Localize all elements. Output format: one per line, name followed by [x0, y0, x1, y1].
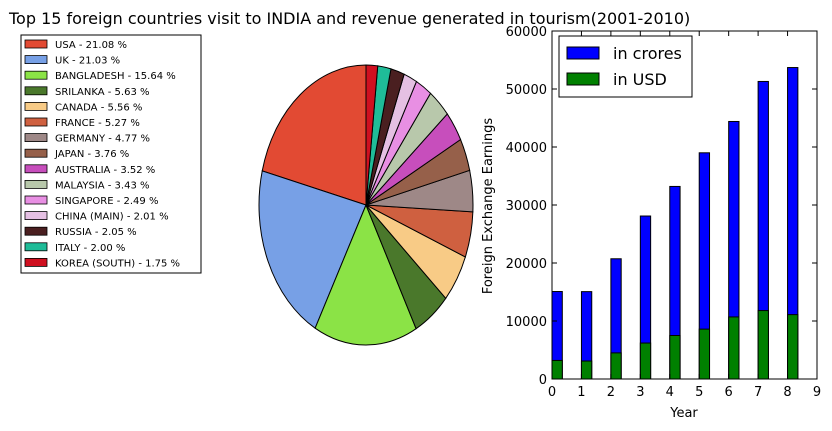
legend-label: MALAYSIA - 3.43 %	[55, 180, 150, 191]
legend-swatch	[24, 195, 48, 205]
bar-usd	[757, 310, 769, 380]
legend-label: AUSTRALIA - 3.52 %	[55, 165, 155, 176]
bar-usd	[698, 328, 711, 380]
legend-label: SRILANKA - 5.63 %	[55, 87, 150, 98]
legend-label-crores: in crores	[613, 44, 682, 63]
bar-legend-box	[558, 35, 693, 98]
pie-slice	[314, 203, 417, 346]
x-axis-label: Year	[669, 406, 698, 421]
legend-swatch	[24, 86, 48, 96]
figure-title: Top 15 foreign countries visit to INDIA …	[8, 9, 690, 28]
x-tick-label: 1	[577, 385, 585, 400]
y-tick-label: 20000	[506, 257, 547, 272]
x-tick-label: 6	[725, 385, 733, 400]
x-tick-label: 7	[754, 385, 762, 400]
bar-legend: in crores in USD	[558, 35, 693, 98]
legend-label: CANADA - 5.56 %	[55, 102, 142, 113]
pie-chart	[258, 64, 474, 346]
x-tick-label: 2	[607, 385, 615, 400]
legend-swatch	[24, 148, 48, 158]
x-tick-label: 9	[813, 385, 821, 400]
legend-swatch	[24, 70, 48, 80]
legend-swatch	[24, 55, 48, 64]
bar-chart: 0 1 2 3 4 5 6 7 8 9 0 10000 20000 30000 40000 50000 6000…	[481, 25, 821, 421]
legend-swatch	[24, 39, 48, 49]
bar-usd	[669, 335, 681, 380]
y-tick-label: 60000	[506, 25, 547, 40]
legend-label: KOREA (SOUTH) - 1.75 %	[55, 258, 180, 269]
y-tick-label: 40000	[506, 141, 547, 156]
legend-swatch	[24, 133, 48, 143]
legend-swatch	[24, 164, 48, 174]
y-axis-label: Foreign Exchange Earnings	[481, 118, 496, 295]
bar-usd	[639, 342, 652, 380]
pie-legend-box	[20, 34, 202, 274]
bar-usd	[728, 316, 740, 380]
legend-label: CHINA (MAIN) - 2.01 %	[55, 212, 169, 223]
legend-label: RUSSIA - 2.05 %	[55, 227, 137, 238]
x-tick-label: 5	[695, 385, 703, 400]
legend-label: SINGAPORE - 2.49 %	[55, 196, 158, 207]
legend-swatch	[24, 211, 48, 221]
legend-label: JAPAN - 3.76 %	[54, 149, 129, 160]
legend-label-usd: in USD	[613, 70, 667, 89]
y-tick-label: 10000	[506, 315, 547, 330]
legend-swatch-crores	[566, 46, 600, 60]
x-tick-label: 3	[636, 385, 644, 400]
bar-usd	[610, 352, 622, 380]
y-tick-label: 50000	[506, 83, 547, 98]
pie-slice	[258, 170, 367, 329]
legend-swatch	[24, 242, 48, 252]
legend-label: GERMANY - 4.77 %	[55, 134, 150, 145]
legend-label: ITALY - 2.00 %	[55, 243, 125, 254]
legend-swatch	[24, 117, 48, 127]
pie-slice	[261, 64, 367, 206]
x-tick-label: 8	[783, 385, 791, 400]
y-tick-label: 0	[539, 373, 547, 388]
legend-swatch	[24, 179, 48, 189]
legend-label: USA - 21.08 %	[55, 40, 127, 51]
legend-swatch	[24, 226, 48, 236]
bar-usd	[787, 314, 799, 380]
x-tick-label: 4	[666, 385, 674, 400]
bar-usd	[551, 359, 563, 380]
legend-swatch-usd	[566, 72, 600, 86]
pie-legend: USA - 21.08 % UK - 21.03 % BANGLADESH - 15…	[20, 34, 202, 274]
legend-label: FRANCE - 5.27 %	[55, 118, 140, 129]
bar-usd	[580, 360, 593, 380]
x-tick-label: 0	[548, 385, 556, 400]
legend-swatch	[24, 257, 48, 267]
legend-swatch	[24, 102, 48, 111]
legend-label: UK - 21.03 %	[55, 56, 120, 67]
pie-slice	[365, 64, 379, 206]
legend-label: BANGLADESH - 15.64 %	[55, 71, 176, 82]
y-tick-label: 30000	[506, 199, 547, 214]
